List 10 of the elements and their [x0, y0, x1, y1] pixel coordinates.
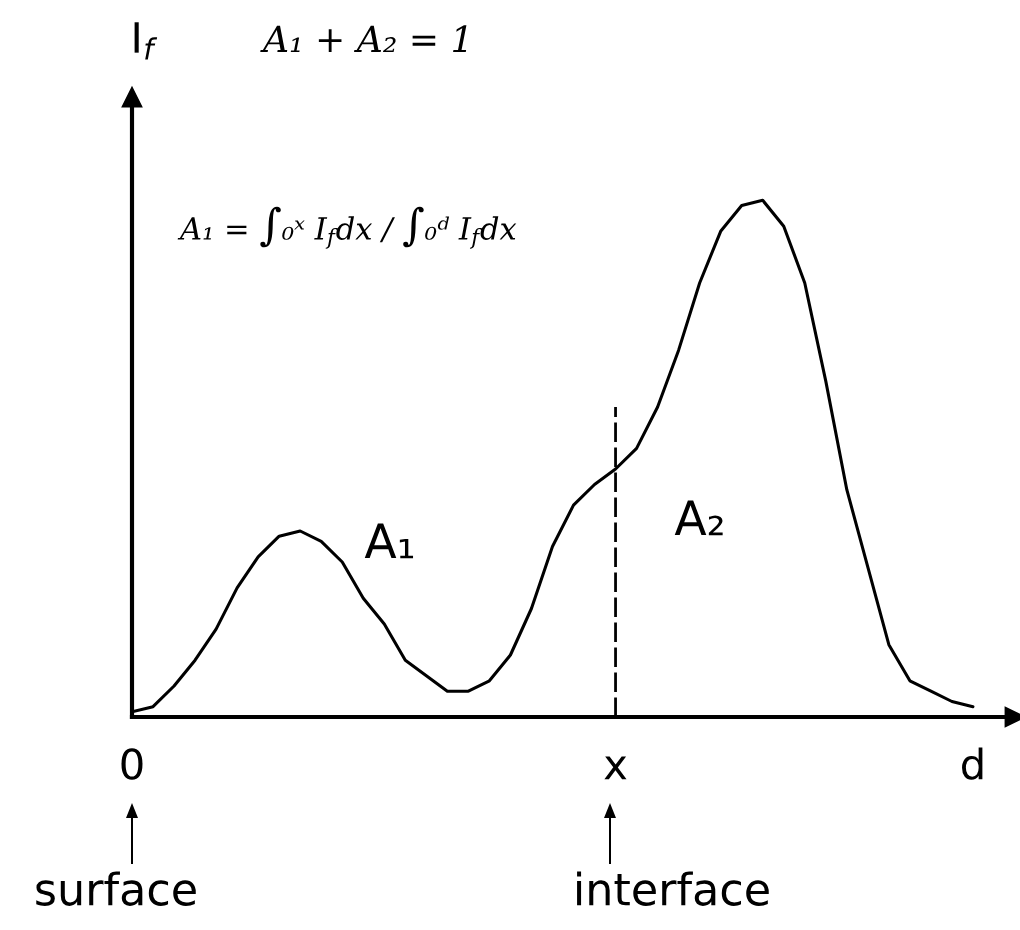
annotation: A₁ = ∫₀ˣ I$_{f}$dx / ∫₀ᵈ I$_{f}$dx	[177, 206, 517, 249]
text: surface	[36, 871, 196, 906]
annotation: A₂	[674, 500, 723, 536]
x-tick-label: 0	[121, 748, 143, 780]
text: interface	[577, 871, 769, 906]
x-tick-label: d	[962, 747, 983, 780]
x-tick-label: x	[604, 756, 627, 780]
y-axis-title: I$_{f}$	[134, 22, 158, 60]
text: A₁ + A₂ = 1	[260, 25, 467, 53]
annotation: A₁	[364, 523, 414, 559]
